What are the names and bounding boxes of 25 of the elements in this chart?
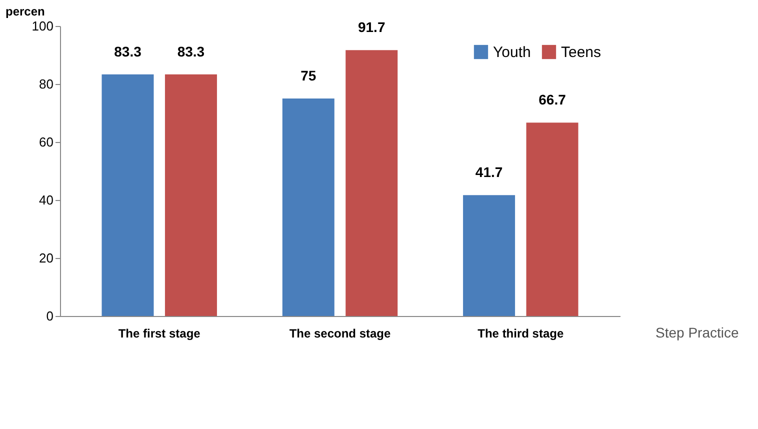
data-label: 75 xyxy=(300,68,316,84)
data-label: 91.7 xyxy=(358,19,386,36)
x-axis-title: Step Practice xyxy=(656,324,739,340)
bar xyxy=(463,195,516,316)
y-tick-label: 100 xyxy=(32,18,54,34)
bar xyxy=(164,74,217,316)
y-tick-label: 60 xyxy=(39,134,54,150)
x-tick-label: The second stage xyxy=(289,326,391,340)
y-tick-label: 80 xyxy=(39,76,54,92)
data-label: 83.3 xyxy=(114,43,142,60)
x-tick-label: The first stage xyxy=(118,326,201,340)
bar xyxy=(282,98,334,316)
bar xyxy=(346,50,398,316)
bar xyxy=(526,122,578,316)
y-tick-label: 0 xyxy=(46,308,54,324)
data-label: 41.7 xyxy=(475,164,503,180)
y-tick-label: 20 xyxy=(39,250,54,266)
y-tick-label: 40 xyxy=(39,192,54,208)
legend-label: Teens xyxy=(561,44,602,61)
data-label: 66.7 xyxy=(538,92,566,108)
legend-label: Youth xyxy=(493,44,531,61)
bar xyxy=(102,74,154,316)
x-tick-label: The third stage xyxy=(478,326,564,340)
data-label: 83.3 xyxy=(177,43,205,60)
y-axis-title: percen xyxy=(6,4,45,18)
